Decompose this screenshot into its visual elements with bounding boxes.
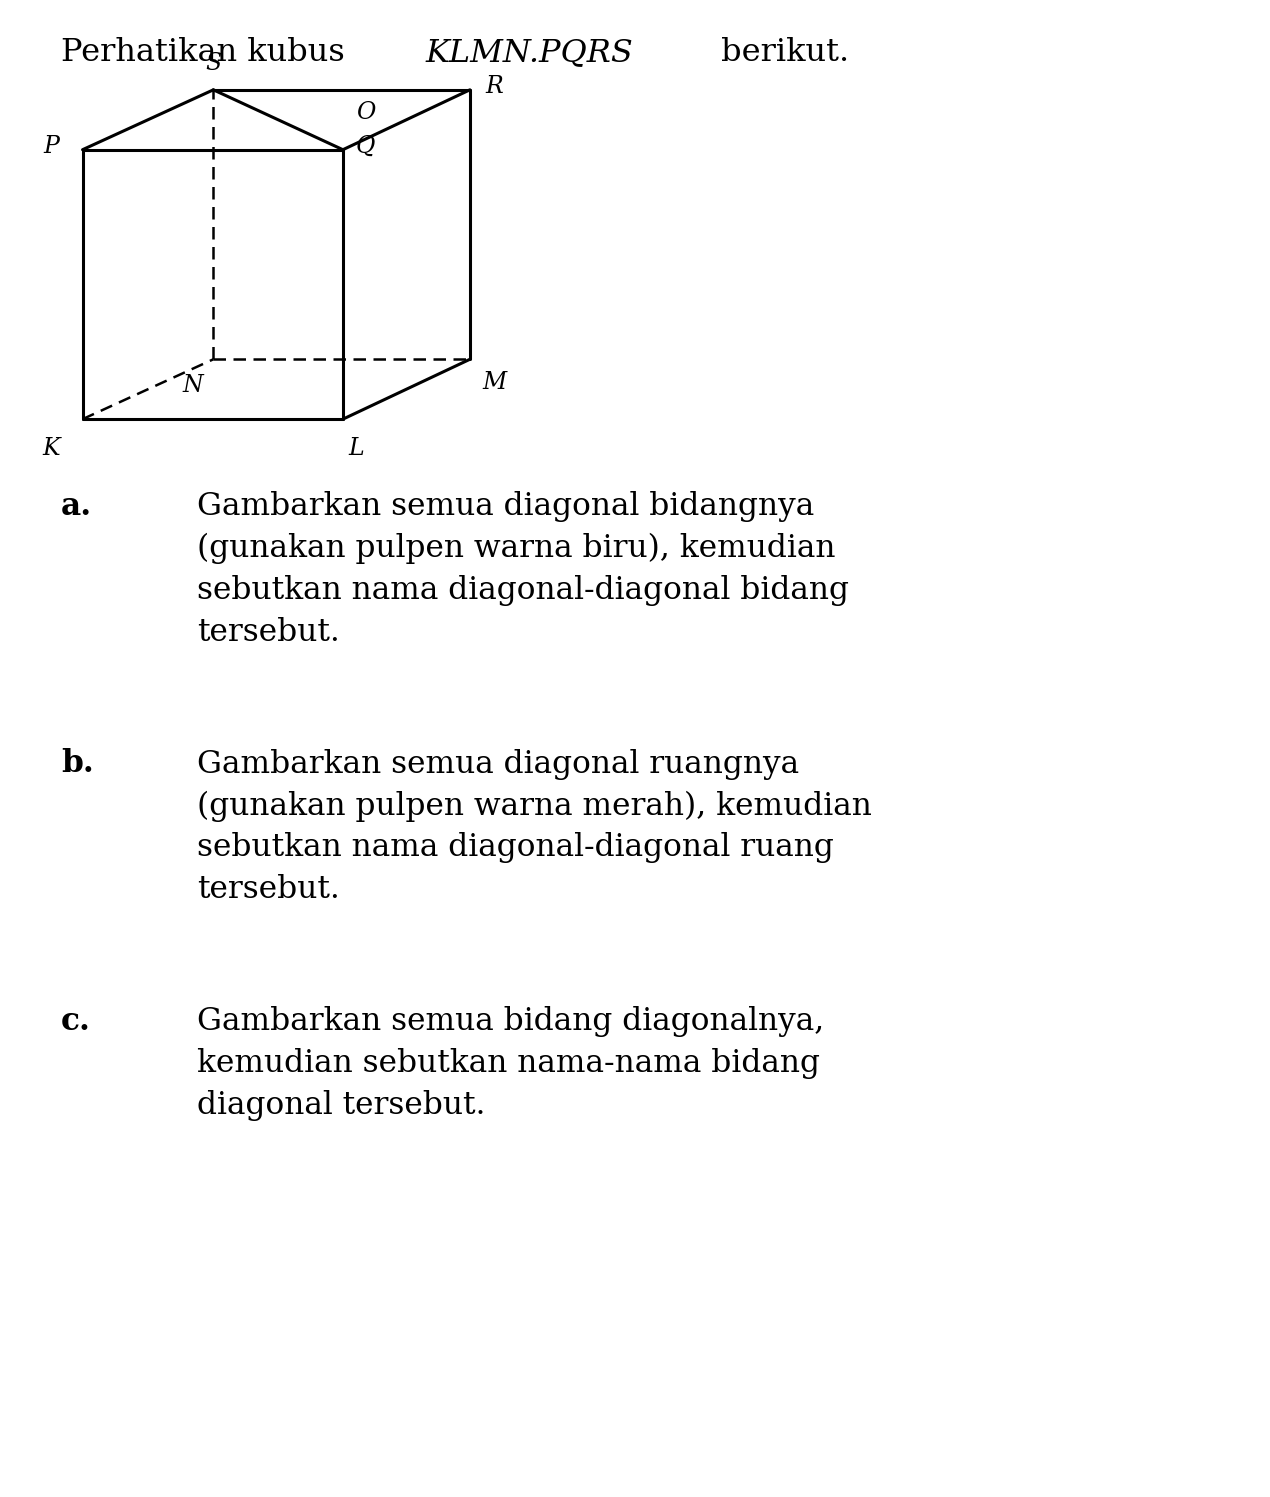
Text: b.: b.	[61, 748, 94, 780]
Text: Gambarkan semua diagonal bidangnya
(gunakan pulpen warna biru), kemudian
sebutka: Gambarkan semua diagonal bidangnya (guna…	[197, 491, 848, 648]
Text: a.: a.	[61, 491, 93, 522]
Text: Gambarkan semua bidang diagonalnya,
kemudian sebutkan nama-nama bidang
diagonal : Gambarkan semua bidang diagonalnya, kemu…	[197, 1006, 824, 1121]
Text: Perhatikan kubus: Perhatikan kubus	[61, 37, 354, 69]
Text: P: P	[43, 135, 60, 159]
Text: O: O	[356, 100, 375, 124]
Text: R: R	[485, 75, 503, 99]
Text: berikut.: berikut.	[711, 37, 850, 69]
Text: c.: c.	[61, 1006, 91, 1037]
Text: K: K	[42, 437, 60, 460]
Text: S: S	[206, 52, 221, 75]
Text: N: N	[183, 374, 203, 397]
Text: L: L	[348, 437, 363, 460]
Text: Gambarkan semua diagonal ruangnya
(gunakan pulpen warna merah), kemudian
sebutka: Gambarkan semua diagonal ruangnya (gunak…	[197, 748, 871, 906]
Text: KLMN.PQRS: KLMN.PQRS	[425, 37, 634, 69]
Text: Q: Q	[356, 135, 375, 159]
Text: M: M	[483, 371, 507, 394]
